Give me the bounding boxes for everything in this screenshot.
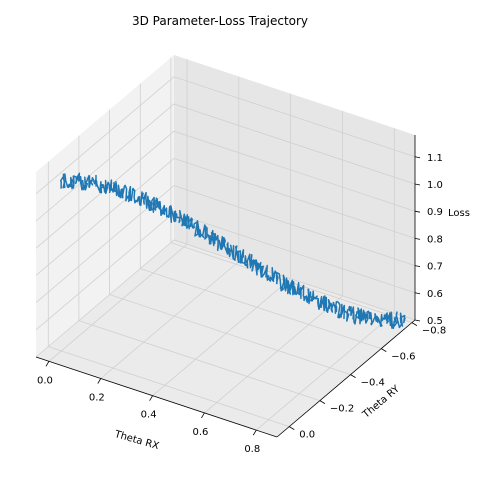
x-tick-label: 0.0 xyxy=(37,375,53,386)
grid-line-z xyxy=(35,185,416,303)
tick-marks: 0.0 0.2 0.4 0.6 0.8 −0.8 −0.6 −0.4 −0.2 0.0 0.5 0.6… xyxy=(37,153,446,455)
z-tick xyxy=(414,237,421,240)
grid-lines xyxy=(35,57,416,431)
chart-title: 3D Parameter-Loss Trajectory xyxy=(132,14,308,28)
x-tick-label: 0.2 xyxy=(89,393,105,404)
grid-line-z xyxy=(35,157,416,276)
y-axis-line xyxy=(276,319,416,438)
y-tick xyxy=(350,374,356,378)
y-tick-label: −0.2 xyxy=(330,404,354,415)
grid-line-z xyxy=(35,239,416,358)
z-tick xyxy=(414,210,421,213)
x-tick xyxy=(45,361,50,367)
series-group xyxy=(59,172,406,330)
x-tick xyxy=(97,378,102,384)
x-tick xyxy=(149,395,153,401)
z-tick xyxy=(414,292,421,295)
z-tick-label: 0.7 xyxy=(427,262,443,273)
grid-line-z xyxy=(35,76,416,195)
y-tick-label: −0.8 xyxy=(422,326,446,337)
y-axis-label: Theta RY xyxy=(360,383,402,421)
x-axis-line xyxy=(35,356,278,438)
z-tick xyxy=(414,265,421,267)
floor-pane xyxy=(36,240,415,437)
axis-panes xyxy=(36,55,415,437)
grid-line-z xyxy=(35,130,416,249)
x-tick xyxy=(252,429,257,436)
x-tick-label: 0.4 xyxy=(141,410,157,421)
y-tick-label: −0.4 xyxy=(361,378,385,389)
x-axis-label: Theta RX xyxy=(112,429,160,452)
z-axis-label: Loss xyxy=(448,208,470,219)
z-tick-label: 0.6 xyxy=(427,289,443,300)
y-tick xyxy=(289,426,295,430)
y-tick xyxy=(319,400,326,404)
z-tick xyxy=(414,156,421,159)
z-tick-label: 0.9 xyxy=(427,207,443,218)
z-tick xyxy=(414,183,421,186)
series-line xyxy=(59,172,406,330)
x-tick xyxy=(201,412,205,419)
z-tick xyxy=(414,319,421,322)
grid-line-z xyxy=(35,103,416,222)
y-tick xyxy=(381,348,387,352)
x-tick-label: 0.8 xyxy=(244,444,260,455)
axis-lines xyxy=(35,135,416,438)
z-tick-label: 1.0 xyxy=(427,180,443,191)
y-tick-label: −0.6 xyxy=(391,352,415,363)
z-tick-label: 0.8 xyxy=(427,234,443,245)
left-pane xyxy=(36,55,174,357)
y-tick-label: 0.0 xyxy=(299,430,315,441)
z-tick-label: 1.1 xyxy=(427,153,443,164)
y-tick xyxy=(411,322,418,326)
z-tick-label: 0.5 xyxy=(427,316,443,327)
x-tick-label: 0.6 xyxy=(192,427,208,438)
